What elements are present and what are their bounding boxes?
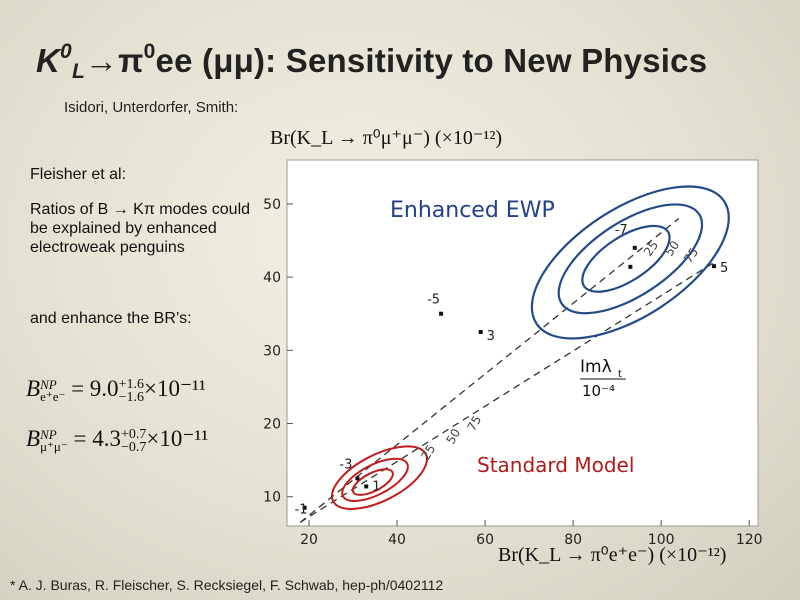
- data-point-label: 5: [720, 261, 728, 276]
- y-tick-label: 40: [263, 270, 281, 286]
- data-point-label: 3: [487, 329, 495, 344]
- data-point: [711, 264, 716, 269]
- ewp-center-point: [628, 264, 633, 269]
- data-point-label: -1: [295, 503, 308, 518]
- citation-label: Fleisher et al:: [30, 166, 127, 183]
- sm-contour: [341, 457, 409, 502]
- data-point: [439, 311, 444, 316]
- sm-contour: [330, 445, 428, 510]
- ewp-contour: [557, 203, 704, 315]
- formula-ee: B NP e⁺e⁻ = 9.0 +1.6 −1.6 ×10⁻¹¹: [26, 376, 206, 405]
- dashed-guide-line: [299, 218, 680, 523]
- im-lambda-subscript: t: [618, 369, 622, 380]
- paragraph-ratios: Ratios of B → Kπ modes could be explaine…: [30, 201, 251, 256]
- data-point: [302, 505, 307, 510]
- data-point: [632, 245, 637, 250]
- y-tick-label: 50: [263, 197, 281, 213]
- x-tick-label: 120: [736, 532, 763, 548]
- region-label-ewp: Enhanced EWP: [390, 198, 555, 223]
- plot-frame: [286, 159, 759, 527]
- x-tick-label: 100: [648, 532, 675, 548]
- sm-contour-label: 25: [418, 442, 438, 462]
- sm-contour-label: 50: [443, 426, 463, 446]
- formula-mumu: B NP μ⁺μ⁻ = 4.3 +0.7 −0.7 ×10⁻¹¹: [26, 426, 209, 455]
- x-tick-label: 40: [388, 532, 406, 548]
- y-axis-title: Br(K_L → π⁰μ⁺μ⁻) (×10⁻¹²): [270, 127, 503, 149]
- x-tick-label: 80: [564, 532, 582, 548]
- im-lambda-label: Imλ: [580, 357, 612, 377]
- dashed-guide-line: [299, 261, 715, 523]
- slide-title: K0L→π0ee (μμ): Sensitivity to New Physic…: [36, 40, 708, 83]
- y-tick-label: 10: [263, 490, 281, 506]
- ewp-contour: [581, 224, 671, 293]
- region-label-sm: Standard Model: [477, 453, 634, 477]
- x-tick-label: 60: [476, 532, 494, 548]
- data-point-label: -7: [615, 223, 628, 238]
- paragraph-enhance: and enhance the BR’s:: [30, 310, 192, 327]
- footnote: * A. J. Buras, R. Fleischer, S. Recksieg…: [10, 577, 444, 593]
- y-tick-label: 20: [263, 417, 281, 433]
- x-axis-title: Br(K_L → π⁰e⁺e⁻) (×10⁻¹²): [498, 544, 727, 566]
- data-point-label: 1: [372, 479, 380, 494]
- im-lambda-denominator: 10⁻⁴: [582, 382, 615, 400]
- data-point: [364, 484, 369, 489]
- sm-contour: [351, 468, 394, 496]
- sm-contour-label: 75: [464, 413, 484, 433]
- data-point-label: -5: [427, 293, 440, 308]
- data-point: [478, 330, 483, 335]
- data-point: [355, 476, 360, 481]
- ewp-contour: [530, 185, 730, 340]
- data-point-label: -3: [339, 457, 352, 472]
- y-tick-label: 30: [263, 343, 281, 359]
- x-tick-label: 20: [300, 532, 318, 548]
- authors-line: Isidori, Unterdorfer, Smith:: [64, 99, 239, 116]
